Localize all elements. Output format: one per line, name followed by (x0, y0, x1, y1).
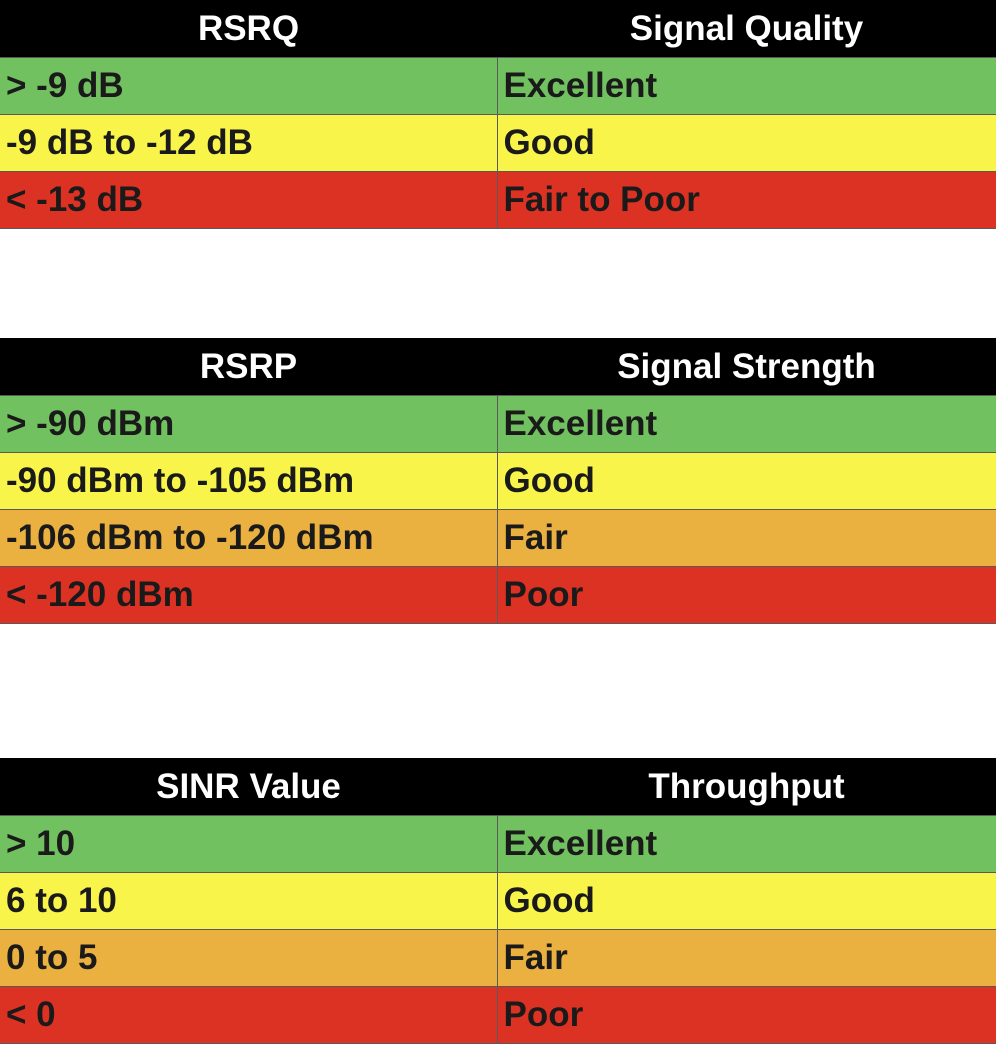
table-row: 0 to 5 Fair (0, 929, 996, 987)
range-cell: > 10 (0, 815, 497, 873)
table-row: > -9 dB Excellent (0, 57, 996, 115)
table-row: > 10 Excellent (0, 815, 996, 873)
range-cell: < -120 dBm (0, 566, 497, 624)
rating-cell: Good (496, 872, 996, 930)
range-cell: > -9 dB (0, 57, 497, 115)
rating-cell: Fair (496, 509, 996, 567)
rsrp-signal-strength-table: RSRP Signal Strength > -90 dBm Excellent… (0, 338, 996, 624)
table-header-row: SINR Value Throughput (0, 758, 996, 816)
table-row: -90 dBm to -105 dBm Good (0, 452, 996, 510)
table-header-row: RSRQ Signal Quality (0, 0, 996, 58)
rating-cell: Poor (496, 566, 996, 624)
rating-cell: Excellent (496, 57, 996, 115)
table-header-row: RSRP Signal Strength (0, 338, 996, 396)
rating-cell: Fair to Poor (496, 171, 996, 229)
column-header-signal-strength: Signal Strength (497, 338, 996, 396)
table-row: > -90 dBm Excellent (0, 395, 996, 453)
column-header-rsrq: RSRQ (0, 0, 497, 58)
range-cell: -9 dB to -12 dB (0, 114, 497, 172)
table-row: -106 dBm to -120 dBm Fair (0, 509, 996, 567)
column-header-rsrp: RSRP (0, 338, 497, 396)
rating-cell: Fair (496, 929, 996, 987)
range-cell: 6 to 10 (0, 872, 497, 930)
table-row: 6 to 10 Good (0, 872, 996, 930)
range-cell: > -90 dBm (0, 395, 497, 453)
column-header-signal-quality: Signal Quality (497, 0, 996, 58)
column-header-sinr-value: SINR Value (0, 758, 497, 816)
rating-cell: Good (496, 114, 996, 172)
range-cell: < 0 (0, 986, 497, 1044)
range-cell: < -13 dB (0, 171, 497, 229)
column-header-throughput: Throughput (497, 758, 996, 816)
table-row: < 0 Poor (0, 986, 996, 1044)
rating-cell: Poor (496, 986, 996, 1044)
rating-cell: Excellent (496, 815, 996, 873)
sinr-throughput-table: SINR Value Throughput > 10 Excellent 6 t… (0, 758, 996, 1044)
table-row: -9 dB to -12 dB Good (0, 114, 996, 172)
range-cell: -90 dBm to -105 dBm (0, 452, 497, 510)
rating-cell: Good (496, 452, 996, 510)
range-cell: 0 to 5 (0, 929, 497, 987)
table-row: < -120 dBm Poor (0, 566, 996, 624)
range-cell: -106 dBm to -120 dBm (0, 509, 497, 567)
rating-cell: Excellent (496, 395, 996, 453)
table-row: < -13 dB Fair to Poor (0, 171, 996, 229)
rsrq-signal-quality-table: RSRQ Signal Quality > -9 dB Excellent -9… (0, 0, 996, 229)
